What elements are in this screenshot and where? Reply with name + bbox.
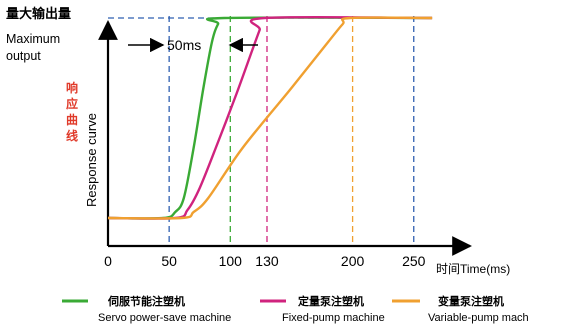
legend-label-servo-cn: 伺服节能注塑机	[107, 294, 185, 308]
legend-label-fixed-cn: 定量泵注塑机	[298, 294, 364, 308]
max-output-label-cn: 量大输出量	[6, 6, 71, 21]
x-axis-label: 时间Time(ms)	[436, 262, 510, 276]
response-curve-label-cn-2: 应	[66, 96, 78, 111]
x-tick-label-0: 0	[104, 253, 112, 269]
span-label: 50ms	[167, 37, 201, 53]
legend-label-variable-en: Variable-pump mach	[428, 312, 529, 324]
x-tick-label-200: 200	[341, 253, 365, 269]
x-tick-label-130: 130	[255, 253, 279, 269]
response-curve-label-cn-1: 响	[66, 80, 78, 95]
reference-lines	[168, 16, 415, 246]
legend-label-variable-cn: 变量泵注塑机	[438, 294, 504, 308]
series-line-servo	[107, 16, 433, 220]
series-line-variable	[107, 16, 433, 220]
max-output-label-en-1: Maximum	[6, 32, 60, 46]
legend-label-servo-en: Servo power-save machine	[98, 312, 231, 324]
max-output-label-en-2: output	[6, 49, 41, 63]
x-tick-label-250: 250	[402, 253, 426, 269]
response-curve-label-cn-3: 曲	[66, 112, 78, 127]
legend: 伺服节能注塑机 Servo power-save machine 定量泵注塑机 …	[62, 294, 529, 324]
x-tick-label-100: 100	[219, 253, 243, 269]
series-group	[107, 15, 433, 220]
x-tick-labels: 0 50 100 130 200 250	[104, 253, 426, 269]
x-tick-label-50: 50	[161, 253, 177, 269]
legend-label-fixed-en: Fixed-pump machine	[282, 312, 385, 324]
y-axis-label: Response curve	[84, 113, 99, 207]
response-curve-label-cn-4: 线	[66, 128, 78, 143]
series-line-fixed	[107, 15, 433, 220]
